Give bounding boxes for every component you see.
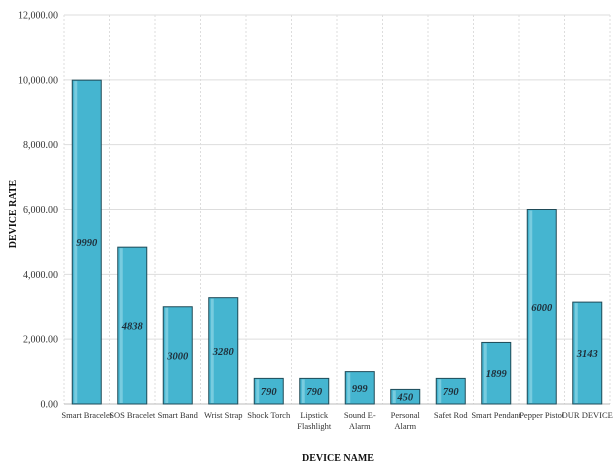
bar-highlight: [438, 379, 442, 403]
x-tick-label: Smart Pendant: [471, 410, 521, 420]
x-tick-label: Pepper Pistol: [519, 410, 565, 420]
bar-value-label: 4838: [121, 322, 144, 333]
bar-value-label: 3280: [212, 347, 235, 358]
x-tick-label: Lipstick Flashlight: [297, 410, 332, 431]
bar-value-label: 6000: [531, 303, 553, 314]
bar-value-label: 3143: [576, 349, 598, 360]
y-tick-label: 6,000.00: [23, 205, 58, 216]
bar-highlight: [392, 390, 396, 403]
x-tick-label: SOS Bracelet: [109, 410, 156, 420]
bar-highlight: [165, 307, 169, 403]
x-tick-label: Smart Band: [158, 410, 199, 420]
x-tick-label: Wrist Strap: [204, 410, 243, 420]
x-axis-title: DEVICE NAME: [302, 453, 374, 464]
bar-highlight: [483, 343, 487, 403]
bar-value-label: 1899: [486, 369, 508, 380]
bar-highlight: [574, 303, 578, 403]
y-tick-label: 2,000.00: [23, 335, 58, 346]
x-tick-label: Sound E-Alarm: [344, 410, 376, 431]
data-labels: 9990 4838 3000 3280 790 790 999 450 790 1899 6000 3…: [76, 238, 598, 404]
bar-value-label: 3000: [166, 351, 189, 362]
bar-highlight: [301, 379, 305, 403]
bar-highlight: [347, 372, 351, 403]
y-axis-title: DEVICE RATE: [8, 179, 19, 248]
bar-highlight: [74, 81, 78, 403]
y-tick-label: 4,000.00: [23, 270, 58, 281]
grid-lines: [63, 14, 611, 405]
bar-highlight: [256, 379, 260, 403]
x-tick-label: OUR DEVICE: [562, 410, 613, 420]
bar-value-label: 450: [396, 393, 414, 404]
bar-value-label: 790: [306, 387, 323, 398]
y-tick-label: 0.00: [41, 400, 59, 411]
bar: [390, 388, 421, 405]
y-tick-label: 12,000.00: [18, 11, 58, 22]
y-tick-label: 10,000.00: [18, 75, 58, 86]
bar-highlight: [529, 210, 533, 403]
bar-highlight: [210, 298, 214, 403]
bars: [71, 79, 603, 405]
x-tick-label: Shock Torch: [247, 410, 291, 420]
y-axis-ticks: 0.00 2,000.00 4,000.00 6,000.00 8,000.00 10,0…: [18, 11, 58, 411]
y-tick-label: 8,000.00: [23, 140, 58, 151]
bar-value-label: 999: [352, 384, 369, 395]
bar-value-label: 790: [261, 387, 278, 398]
bar-value-label: 790: [443, 387, 460, 398]
x-tick-label: Smart Bracelet: [61, 410, 112, 420]
bar-value-label: 9990: [76, 238, 98, 249]
bar-highlight: [119, 248, 123, 403]
x-tick-label: Personal Alarm: [391, 410, 421, 431]
x-tick-label: Safet Rod: [434, 410, 469, 420]
